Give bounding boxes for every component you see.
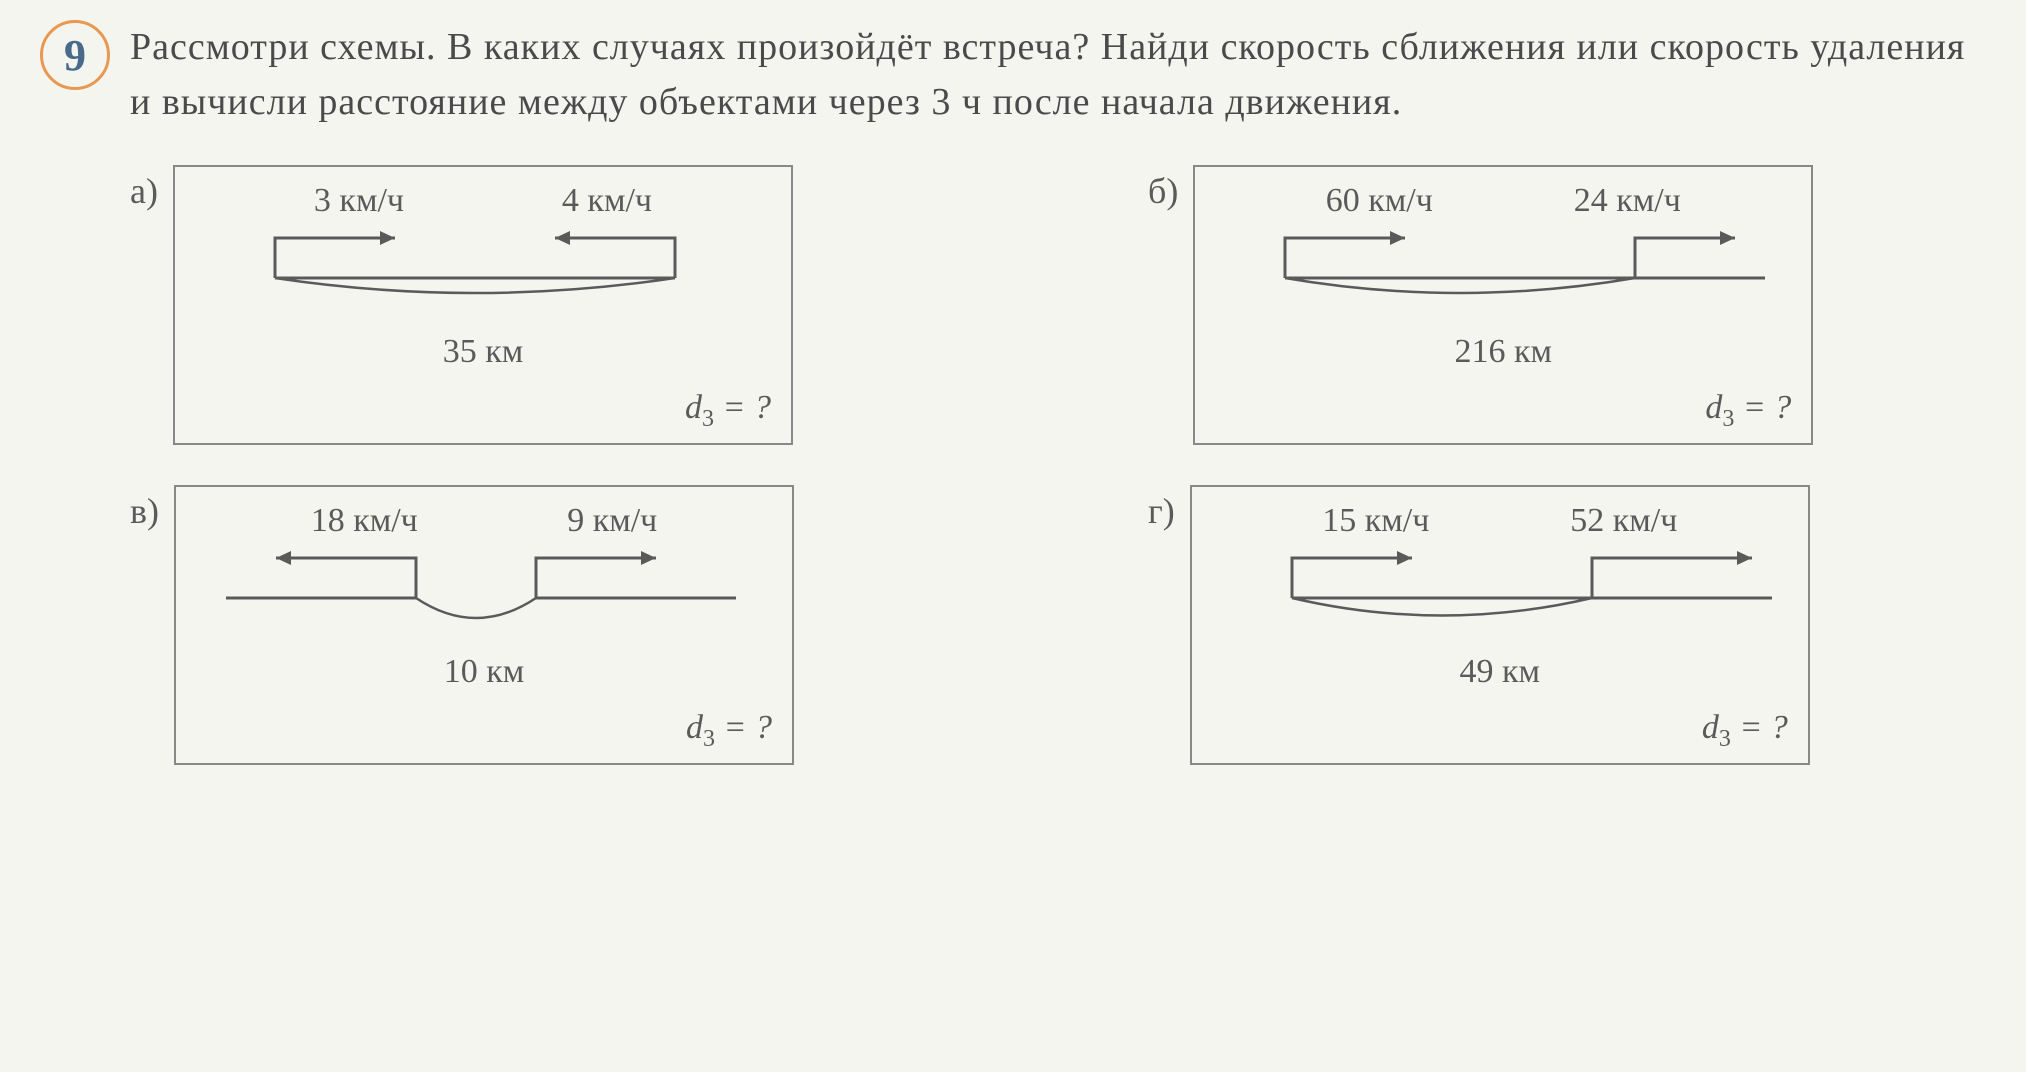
diagram-a-svg: [195, 228, 755, 328]
diagram-c-box: 18 км/ч 9 км/ч 10 км d3 = ?: [174, 485, 794, 765]
diagram-d-label: г): [1148, 490, 1175, 532]
diagram-b-speeds: 60 км/ч 24 км/ч: [1215, 182, 1791, 220]
diagram-b-speed-left: 60 км/ч: [1326, 182, 1433, 220]
diagram-b-question: d3 = ?: [1705, 389, 1791, 433]
diagram-d-speeds: 15 км/ч 52 км/ч: [1212, 502, 1788, 540]
diagram-d-question: d3 = ?: [1702, 709, 1788, 753]
diagram-c-speed-right: 9 км/ч: [567, 502, 657, 540]
diagram-c-svg: [196, 548, 756, 648]
diagram-c-speeds: 18 км/ч 9 км/ч: [196, 502, 772, 540]
diagram-a-box: 3 км/ч 4 км/ч 35 км d3 = ?: [173, 165, 793, 445]
problem-text: Рассмотри схемы. В каких случаях произой…: [130, 20, 1986, 130]
diagram-a-label: а): [130, 170, 158, 212]
diagram-c-speed-left: 18 км/ч: [311, 502, 418, 540]
diagram-b-svg: [1215, 228, 1775, 328]
diagram-d-speed-left: 15 км/ч: [1322, 502, 1429, 540]
diagram-a-speed-left: 3 км/ч: [314, 182, 404, 220]
diagram-d-speed-right: 52 км/ч: [1570, 502, 1677, 540]
diagram-a-question: d3 = ?: [685, 389, 771, 433]
problem-header: 9 Рассмотри схемы. В каких случаях произ…: [40, 20, 1986, 130]
diagram-b-speed-right: 24 км/ч: [1574, 182, 1681, 220]
diagram-c: в) 18 км/ч 9 км/ч 10 км d3 = ?: [130, 485, 968, 765]
diagram-a-speed-right: 4 км/ч: [562, 182, 652, 220]
diagram-c-question: d3 = ?: [686, 709, 772, 753]
diagram-b: б) 60 км/ч 24 км/ч 216 км d3 = ?: [1148, 165, 1986, 445]
diagram-c-label: в): [130, 490, 159, 532]
diagram-b-box: 60 км/ч 24 км/ч 216 км d3 = ?: [1193, 165, 1813, 445]
diagram-a: а) 3 км/ч 4 км/ч 35 км d3 = ?: [130, 165, 968, 445]
diagram-b-label: б): [1148, 170, 1178, 212]
diagram-b-distance: 216 км: [1215, 333, 1791, 371]
problem-number: 9: [40, 20, 110, 90]
diagrams-grid: а) 3 км/ч 4 км/ч 35 км d3 = ?: [130, 165, 1986, 765]
diagram-d-distance: 49 км: [1212, 653, 1788, 691]
diagram-d-svg: [1212, 548, 1792, 648]
diagram-a-speeds: 3 км/ч 4 км/ч: [195, 182, 771, 220]
diagram-d: г) 15 км/ч 52 км/ч 49 км d3 = ?: [1148, 485, 1986, 765]
diagram-a-distance: 35 км: [195, 333, 771, 371]
diagram-c-distance: 10 км: [196, 653, 772, 691]
diagram-d-box: 15 км/ч 52 км/ч 49 км d3 = ?: [1190, 485, 1810, 765]
